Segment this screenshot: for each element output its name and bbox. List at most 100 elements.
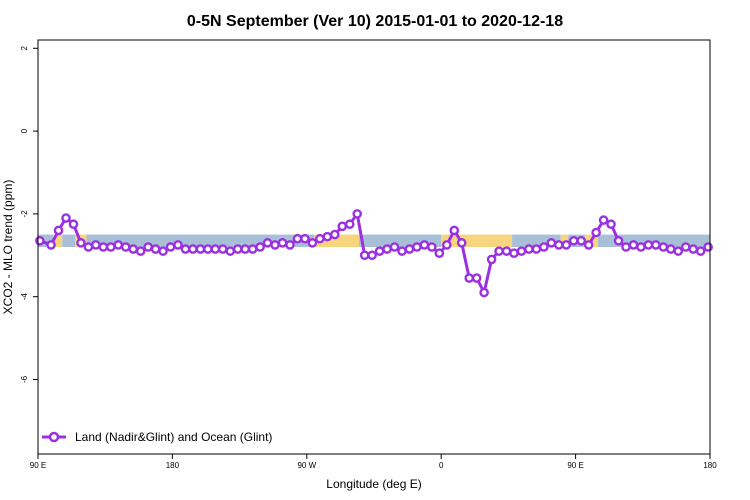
data-point: [494, 246, 504, 256]
data-point: [217, 244, 228, 254]
data-point: [561, 240, 572, 250]
data-point: [606, 219, 616, 230]
data-point: [554, 240, 564, 250]
data-point: [307, 238, 318, 248]
data-point: [539, 242, 549, 252]
data-point: [195, 244, 206, 254]
data-point: [427, 242, 437, 252]
data-point: [83, 242, 94, 252]
data-point: [613, 235, 624, 246]
data-point: [658, 242, 669, 252]
data-point: [583, 240, 594, 250]
data-point: [367, 250, 377, 261]
legend: Land (Nadir&Glint) and Ocean (Glint): [42, 430, 272, 444]
data-point: [359, 250, 370, 261]
data-point: [524, 244, 534, 254]
data-point: [113, 240, 124, 250]
data-point: [389, 242, 400, 252]
data-point: [456, 238, 467, 248]
data-point: [165, 242, 176, 252]
y-tick-label: -2: [20, 210, 29, 218]
data-point: [404, 244, 415, 254]
data-point: [329, 229, 340, 240]
data-point: [471, 273, 482, 283]
data-point: [636, 242, 646, 252]
data-point: [247, 244, 258, 254]
y-tick-label: -6: [20, 375, 29, 383]
data-point: [479, 287, 489, 298]
data-point: [576, 235, 587, 246]
data-point: [300, 233, 310, 244]
data-point: [46, 240, 56, 250]
data-point: [53, 225, 64, 236]
chart-title: 0-5N September (Ver 10) 2015-01-01 to 20…: [187, 13, 563, 30]
data-point: [255, 242, 265, 252]
data-point: [344, 219, 355, 230]
data-point: [688, 244, 699, 254]
data-point: [680, 242, 691, 252]
data-point: [285, 240, 295, 250]
data-point: [486, 254, 497, 265]
data-point: [91, 240, 101, 250]
data-point: [322, 231, 333, 242]
data-point: [419, 240, 430, 250]
x-tick-label: 180: [166, 461, 180, 470]
x-tick-label: 90 E: [30, 461, 46, 470]
data-point: [337, 221, 348, 232]
data-point: [568, 235, 579, 246]
data-point: [449, 225, 460, 236]
data-point: [501, 246, 512, 256]
data-point: [135, 246, 146, 256]
data-point: [374, 246, 385, 256]
data-point: [240, 244, 250, 254]
legend-label: Land (Nadir&Glint) and Ocean (Glint): [75, 430, 272, 444]
data-point: [703, 242, 713, 252]
data-point: [270, 240, 280, 250]
data-point: [531, 244, 542, 254]
data-point: [210, 244, 221, 254]
data-point: [76, 238, 86, 248]
band-segment-land: [52, 234, 63, 247]
x-tick-label: 0: [439, 461, 444, 470]
data-point: [120, 242, 131, 252]
data-point: [188, 244, 198, 254]
data-point: [695, 246, 706, 256]
data-point: [315, 233, 325, 244]
data-point: [68, 219, 79, 230]
data-point: [382, 244, 392, 254]
data-point: [666, 244, 676, 254]
data-point: [262, 238, 273, 248]
data-point: [158, 246, 168, 256]
data-point: [277, 238, 288, 248]
x-axis-label: Longitude (deg E): [326, 477, 421, 491]
data-point: [509, 248, 519, 259]
plot-frame: [37, 39, 711, 455]
data-point: [61, 213, 71, 223]
data-point: [464, 273, 475, 283]
data-point: [106, 242, 116, 252]
y-axis: 2 0 -2 -4 -6: [20, 46, 38, 383]
data-point: [225, 246, 236, 256]
data-point: [412, 242, 422, 252]
data-point: [150, 244, 161, 254]
data-point: [180, 244, 191, 254]
x-tick-label: 180: [703, 461, 717, 470]
data-point: [516, 246, 527, 256]
surface-band: [38, 234, 710, 247]
band-segment-ocean: [62, 234, 76, 247]
x-axis: 90 E 180 90 W 0 90 E 180: [30, 454, 717, 470]
data-point: [441, 240, 452, 250]
x-tick-label: 90 W: [297, 461, 316, 470]
y-tick-label: 0: [20, 128, 29, 133]
data-point: [643, 240, 654, 250]
y-axis-label: XCO2 - MLO trend (ppm): [1, 180, 15, 315]
data-point: [621, 242, 631, 252]
data-point: [591, 227, 601, 238]
data-point: [397, 246, 407, 256]
data-point: [352, 209, 363, 219]
data-point: [546, 238, 557, 248]
y-tick-label: 2: [20, 46, 29, 51]
data-point: [35, 235, 45, 246]
data-point: [203, 244, 213, 254]
